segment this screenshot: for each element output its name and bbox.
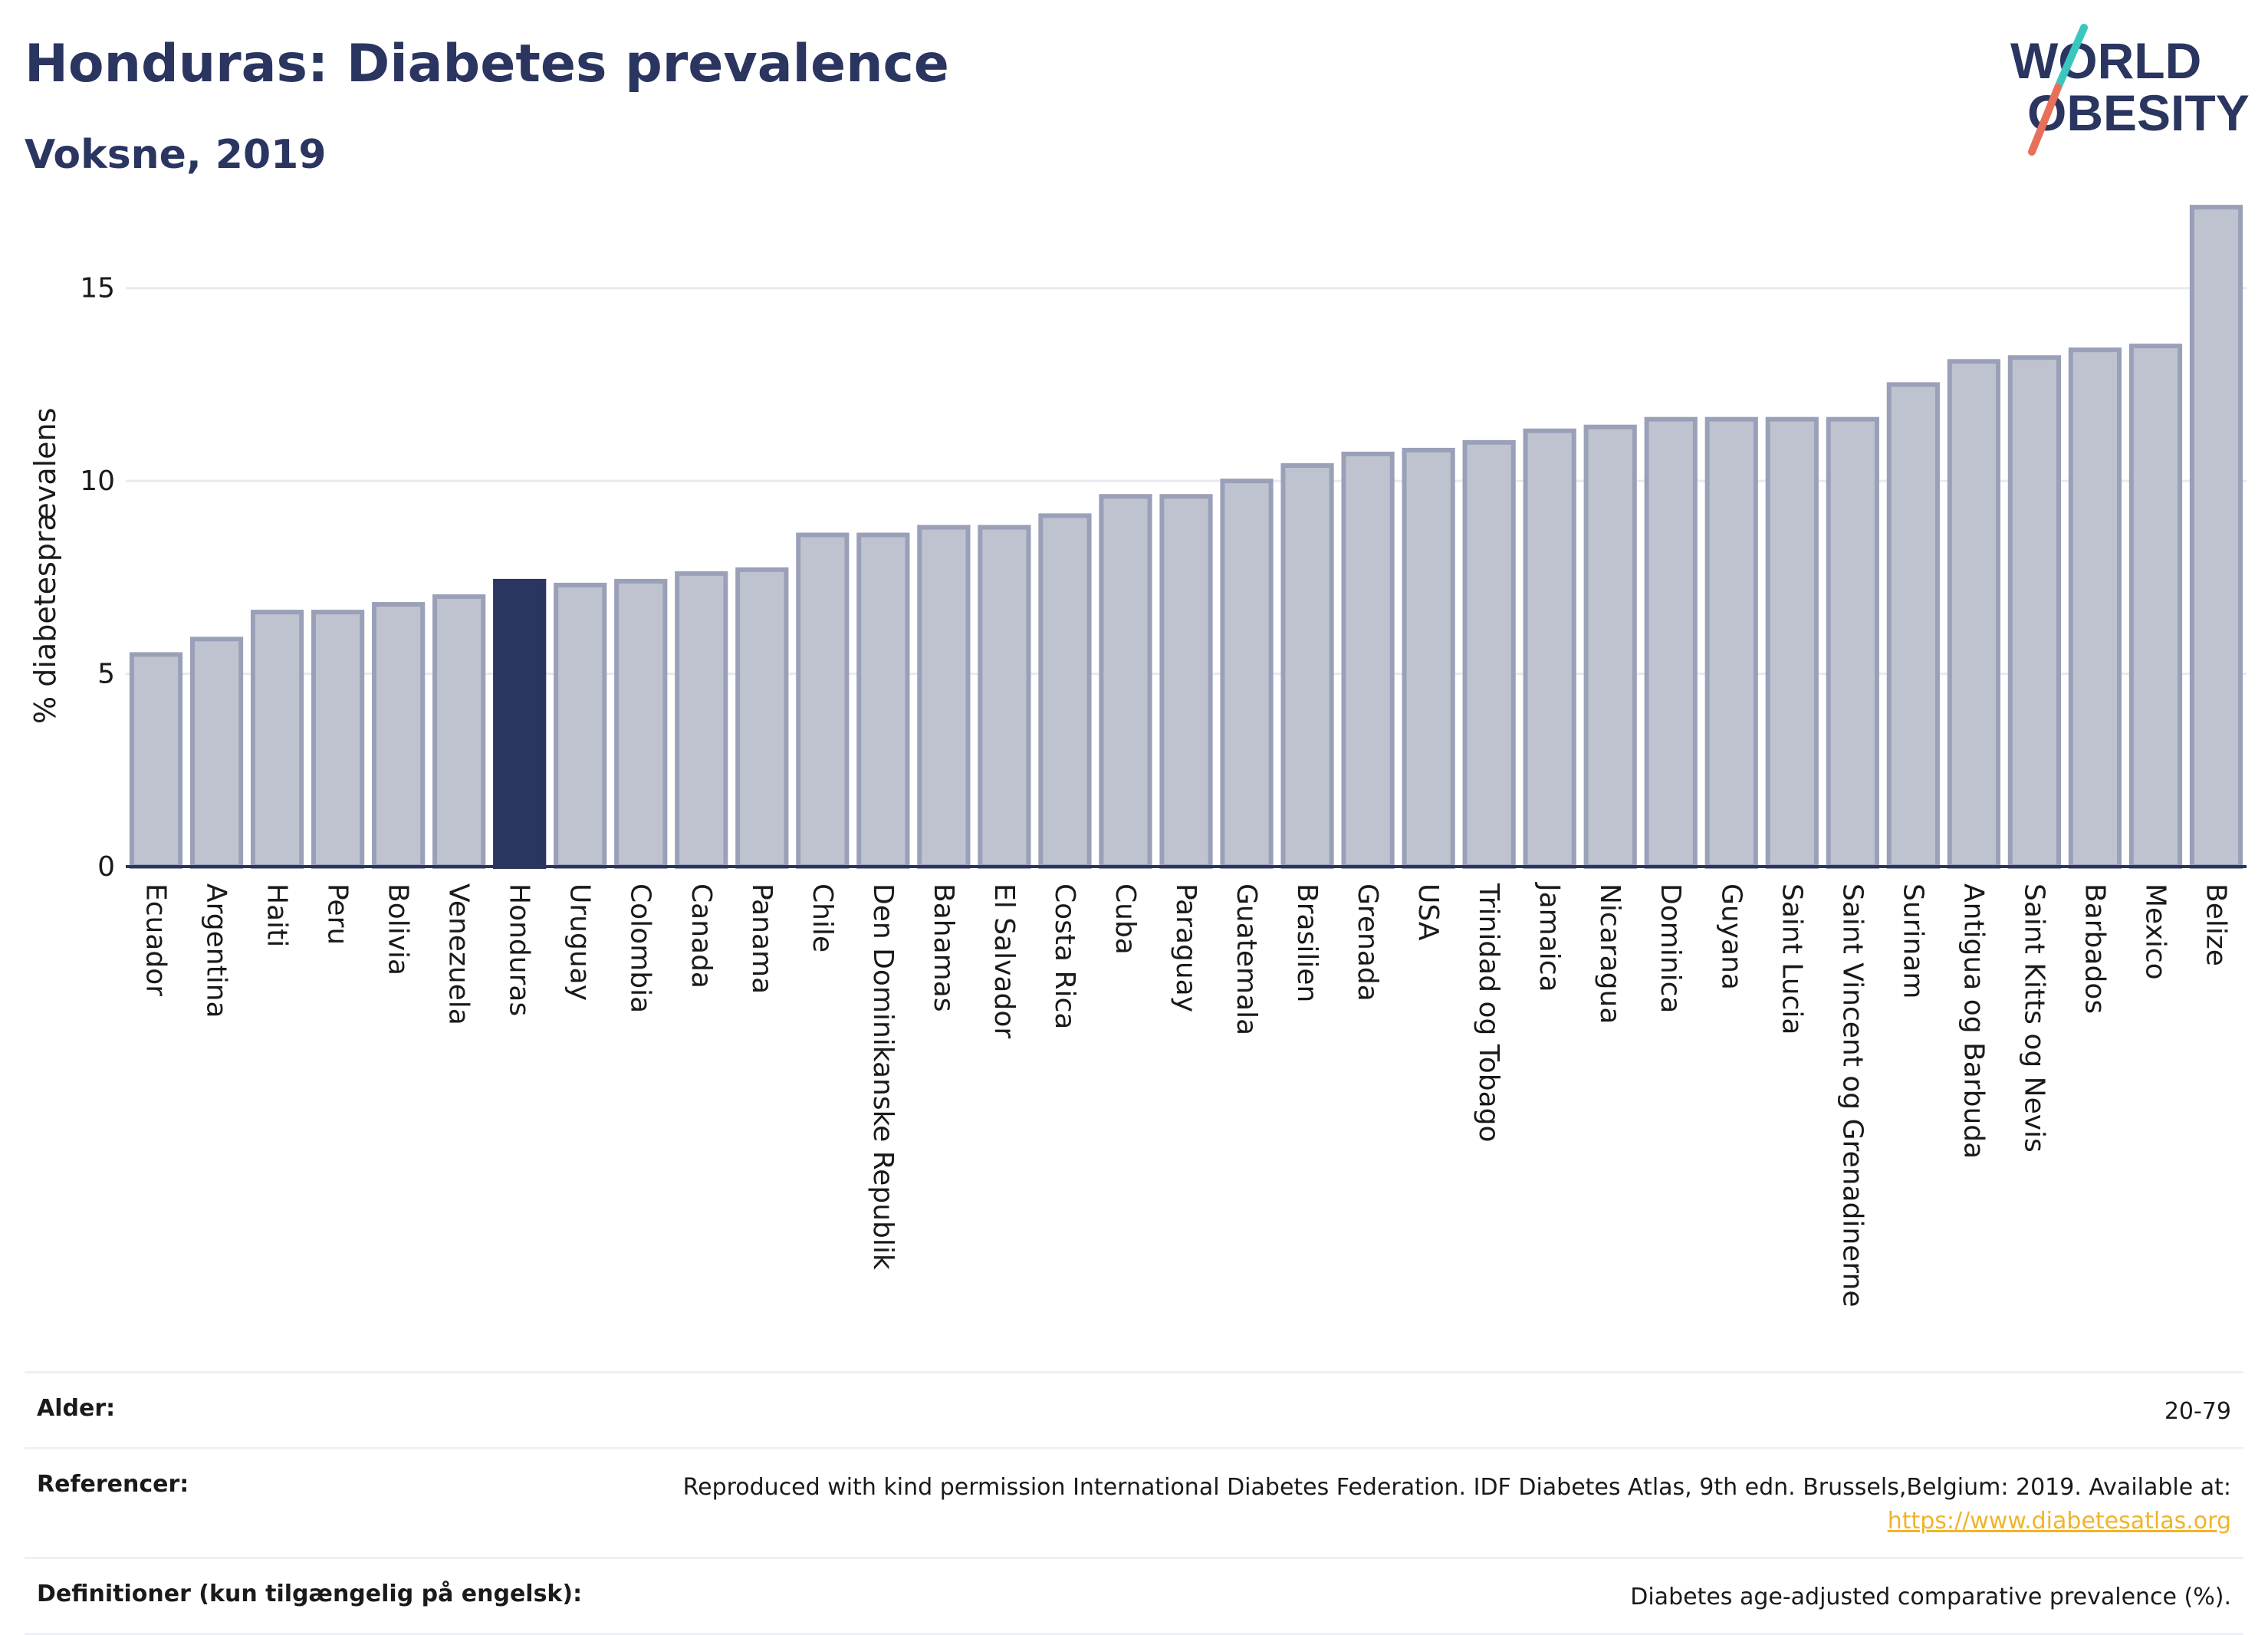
bar-peru[interactable] <box>311 610 365 869</box>
x-tick-label: Trinidad og Tobago <box>1473 883 1504 1143</box>
age-label: Alder: <box>37 1395 116 1422</box>
x-tick-label: Surinam <box>1897 883 1928 998</box>
bar-usa[interactable] <box>1402 447 1455 869</box>
bar-paraguay[interactable] <box>1159 494 1213 869</box>
slash-mark-icon <box>2028 24 2088 156</box>
bar-canada[interactable] <box>675 571 728 869</box>
bar-honduras[interactable] <box>493 578 547 869</box>
x-tick-label: Nicaragua <box>1594 883 1625 1024</box>
x-tick-label: Saint Lucia <box>1776 883 1807 1035</box>
bar-antigua-og-barbuda[interactable] <box>1947 359 2000 869</box>
bar-dominica[interactable] <box>1644 416 1698 869</box>
bar-saint-lucia[interactable] <box>1765 416 1819 869</box>
diabetesatlas-link[interactable]: https://www.diabetesatlas.org <box>1887 1508 2231 1535</box>
logo-text-world: WORLD <box>2010 32 2201 89</box>
x-tick-label: Saint Kitts og Nevis <box>2018 883 2049 1153</box>
x-tick-label: Guatemala <box>1231 883 1262 1035</box>
bar-bolivia[interactable] <box>372 602 426 869</box>
x-tick-label: Grenada <box>1352 883 1383 1002</box>
bar-belize[interactable] <box>2189 205 2243 870</box>
x-tick-label: USA <box>1412 883 1444 941</box>
x-tick-label: Argentina <box>201 883 232 1018</box>
x-tick-label: Antigua og Barbuda <box>1957 883 1989 1159</box>
x-tick-label: Uruguay <box>564 883 596 1001</box>
x-tick-label: Guyana <box>1715 883 1747 990</box>
x-tick-label: Bahamas <box>928 883 959 1012</box>
bar-uruguay[interactable] <box>554 582 607 870</box>
x-tick-label: Paraguay <box>1170 883 1201 1012</box>
x-tick-label: Saint Vincent og Grenadinerne <box>1836 883 1868 1307</box>
x-tick-label: Peru <box>322 883 353 945</box>
bar-chile[interactable] <box>796 532 850 869</box>
x-tick-label: Dominica <box>1655 883 1686 1014</box>
bar-colombia[interactable] <box>614 578 668 869</box>
x-tick-label: Costa Rica <box>1049 883 1080 1029</box>
bar-bahamas[interactable] <box>917 525 971 869</box>
world-obesity-logo: WORLD OBESITY <box>2010 24 2250 156</box>
bar-grenada[interactable] <box>1341 451 1395 869</box>
age-value: 20-79 <box>2164 1398 2231 1425</box>
x-tick-label: Haiti <box>261 883 293 947</box>
bar-nicaragua[interactable] <box>1583 424 1637 869</box>
references-text: Reproduced with kind permission Internat… <box>682 1474 2231 1501</box>
bar-brasilien[interactable] <box>1280 463 1334 869</box>
bar-ecuador[interactable] <box>129 652 183 870</box>
bar-saint-vincent-og-grenadinerne[interactable] <box>1826 416 1879 869</box>
bar-guyana[interactable] <box>1704 416 1758 869</box>
footer-row-age: Alder: 20-79 <box>25 1371 2243 1447</box>
bar-guatemala[interactable] <box>1220 479 1274 869</box>
bar-trinidad-og-tobago[interactable] <box>1462 439 1516 870</box>
x-tick-label: Bolivia <box>383 883 414 975</box>
x-tick-label: Honduras <box>504 883 535 1016</box>
bar-venezuela[interactable] <box>432 594 486 869</box>
references-value: Reproduced with kind permission Internat… <box>683 1471 2231 1538</box>
y-tick-label: 0 <box>97 851 115 883</box>
bar-surinam[interactable] <box>1886 382 1940 869</box>
x-tick-label: Ecuador <box>140 883 172 996</box>
bar-panama[interactable] <box>735 567 789 869</box>
y-tick-label: 15 <box>80 273 115 304</box>
definitions-label: Definitioner (kun tilgængelig på engelsk… <box>37 1581 583 1607</box>
bar-jamaica[interactable] <box>1523 428 1576 869</box>
bar-argentina[interactable] <box>189 637 244 869</box>
x-tick-label: Colombia <box>625 883 656 1013</box>
footer-row-references: Referencer: Reproduced with kind permiss… <box>25 1447 2243 1557</box>
x-tick-label: Belize <box>2200 883 2231 966</box>
x-tick-label: Venezuela <box>443 883 475 1025</box>
x-tick-label: El Salvador <box>988 883 1020 1038</box>
footer-table: Alder: 20-79 Referencer: Reproduced with… <box>25 1371 2243 1635</box>
x-tick-label: Panama <box>746 883 777 994</box>
x-tick-label: Jamaica <box>1533 882 1565 992</box>
y-axis-label: % diabetesprævalens <box>28 408 62 724</box>
x-tick-label: Mexico <box>2139 883 2171 980</box>
bar-costa-rica[interactable] <box>1038 513 1092 869</box>
definitions-value: Diabetes age-adjusted comparative preval… <box>1630 1584 2231 1610</box>
bar-el-salvador[interactable] <box>978 525 1031 869</box>
bar-haiti[interactable] <box>250 610 304 869</box>
bar-barbados[interactable] <box>2068 347 2122 869</box>
bar-cuba[interactable] <box>1099 494 1152 869</box>
page-subtitle: Voksne, 2019 <box>25 132 327 178</box>
x-tick-label: Den Dominikanske Republik <box>867 883 899 1270</box>
logo-text-obesity: OBESITY <box>2027 84 2250 141</box>
x-tick-label: Brasilien <box>1291 883 1323 1002</box>
y-tick-label: 5 <box>97 659 115 690</box>
x-tick-label: Canada <box>685 883 717 989</box>
page-title: Honduras: Diabetes prevalence <box>25 34 949 94</box>
bar-mexico[interactable] <box>2128 344 2183 869</box>
footer-row-definitions: Definitioner (kun tilgængelig på engelsk… <box>25 1557 2243 1635</box>
references-label: Referencer: <box>37 1471 189 1498</box>
x-tick-label: Cuba <box>1109 883 1141 955</box>
x-tick-label: Chile <box>807 883 838 952</box>
bar-chart: 0 5 10 15 % diabetesprævalens Ecuador Argentin… <box>28 205 2247 1307</box>
x-tick-label: Barbados <box>2079 883 2110 1014</box>
bar-den-dominikanske-republik[interactable] <box>856 532 910 869</box>
bar-saint-kitts-og-nevis[interactable] <box>2007 355 2062 869</box>
y-tick-label: 10 <box>80 465 115 497</box>
